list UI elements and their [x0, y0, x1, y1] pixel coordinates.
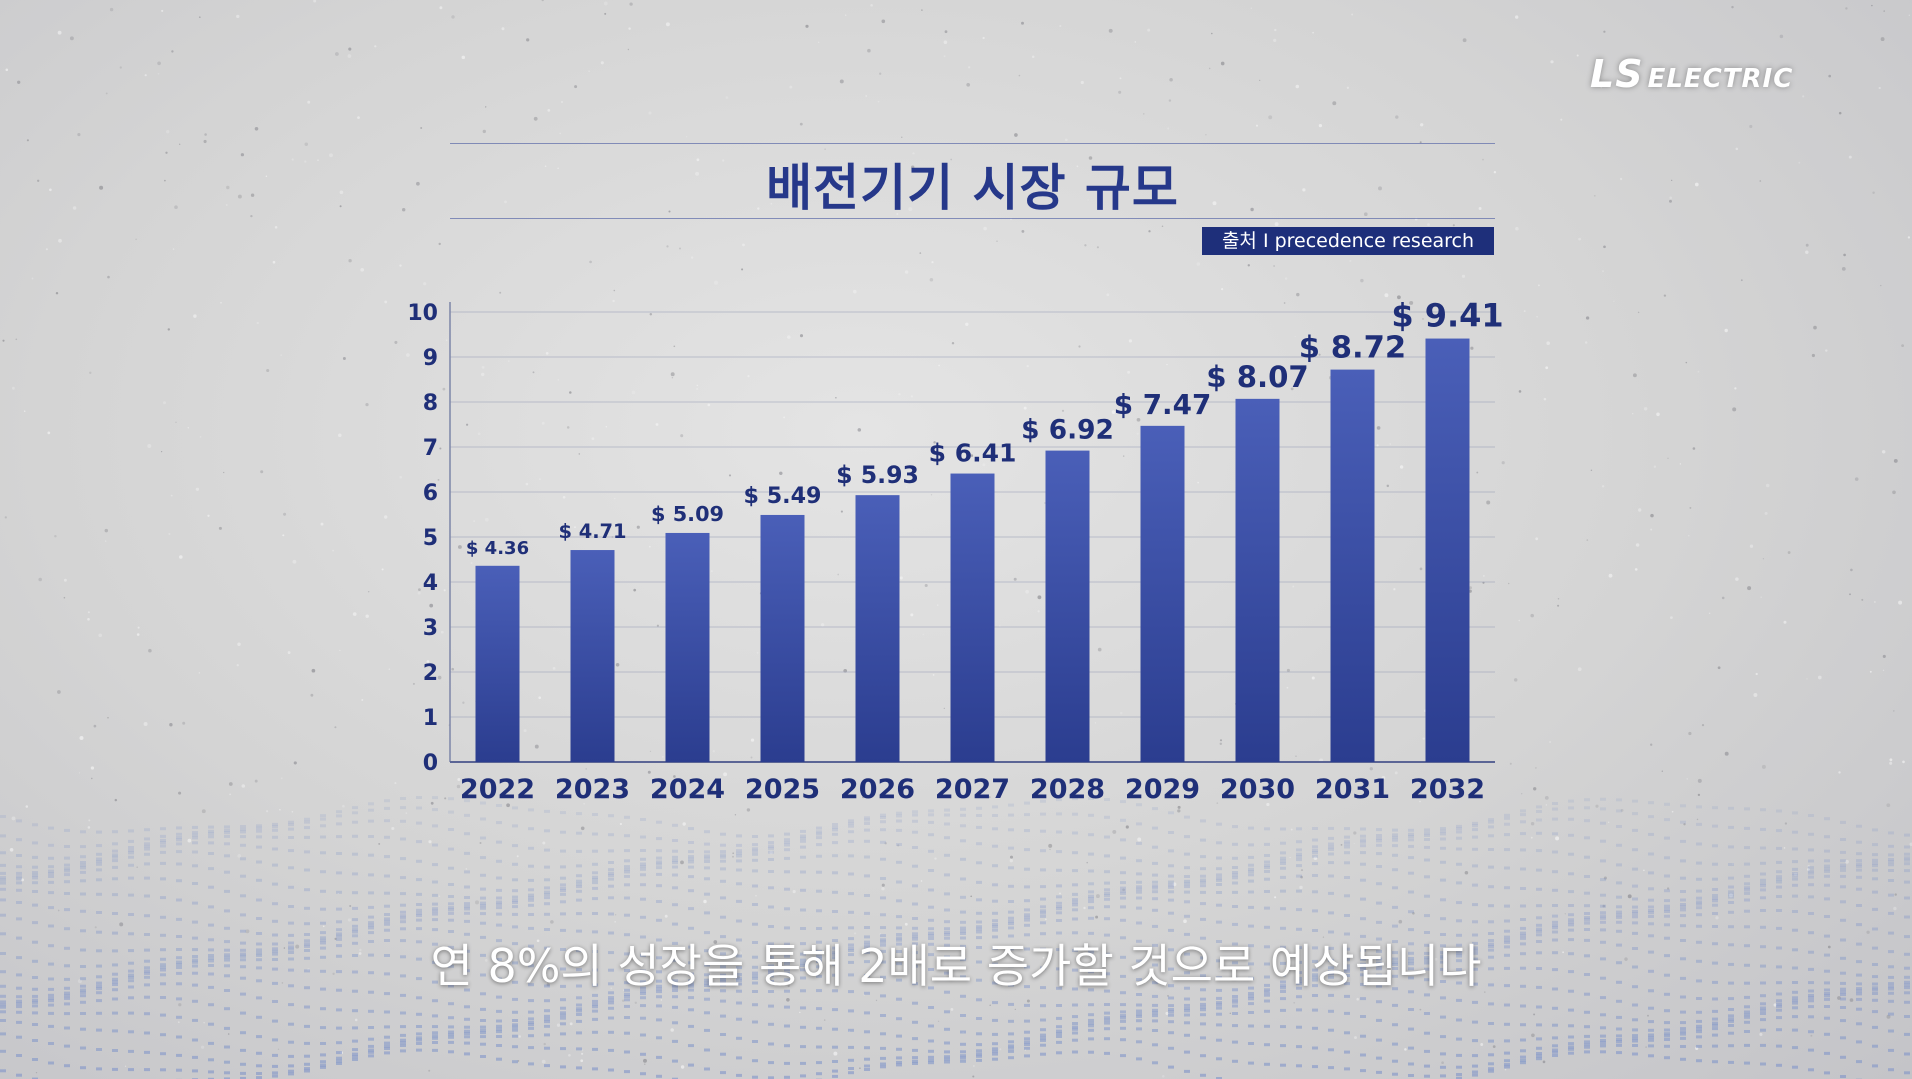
x-tick-label: 2029: [1125, 774, 1200, 805]
y-tick-label: 1: [423, 706, 438, 731]
bar-2025: [760, 514, 805, 762]
data-label: $ 5.93: [836, 461, 919, 489]
x-tick-label: 2024: [650, 774, 725, 805]
x-tick-label: 2028: [1030, 774, 1105, 805]
ls-electric-logo: LS ELECTRIC: [1590, 52, 1793, 96]
bar-2024: [665, 532, 710, 762]
y-tick-label: 0: [423, 751, 438, 776]
data-label: $ 5.09: [651, 502, 724, 526]
data-label: $ 5.49: [744, 483, 822, 509]
x-tick-label: 2023: [555, 774, 630, 805]
bar-2029: [1140, 425, 1185, 762]
data-label: $ 4.36: [466, 538, 529, 559]
title-top-rule: [450, 143, 1495, 144]
data-label: $ 8.72: [1299, 331, 1406, 366]
chart-title: 배전기기 시장 규모: [766, 159, 1179, 217]
title-bottom-rule: [450, 218, 1495, 219]
y-tick-label: 4: [423, 571, 438, 596]
bar-2027: [950, 473, 995, 762]
data-label: $ 8.07: [1206, 360, 1308, 394]
x-tick-label: 2032: [1410, 774, 1485, 805]
logo-ls-text: LS: [1590, 52, 1644, 96]
y-tick-label: 2: [423, 661, 438, 686]
x-tick-label: 2022: [460, 774, 535, 805]
x-tick-label: 2027: [935, 774, 1010, 805]
data-label: $ 4.71: [558, 520, 626, 543]
bar-2022: [475, 565, 520, 762]
data-label: $ 7.47: [1114, 388, 1212, 421]
y-tick-label: 3: [423, 616, 438, 641]
data-label: $ 6.41: [929, 439, 1017, 468]
bar-2028: [1045, 450, 1090, 762]
bar-2023: [570, 550, 615, 762]
bar-2030: [1235, 398, 1280, 762]
x-tick-label: 2031: [1315, 774, 1390, 805]
bar-2032: [1425, 338, 1470, 762]
y-tick-label: 5: [423, 526, 438, 551]
x-tick-label: 2030: [1220, 774, 1295, 805]
bar-2031: [1330, 369, 1375, 762]
y-tick-label: 9: [423, 346, 438, 371]
data-label: $ 9.41: [1391, 297, 1503, 335]
y-tick-label: 8: [423, 391, 438, 416]
y-tick-label: 7: [423, 436, 438, 461]
x-tick-label: 2025: [745, 774, 820, 805]
x-tick-label: 2026: [840, 774, 915, 805]
bar-2026: [855, 495, 900, 762]
logo-electric-text: ELECTRIC: [1647, 64, 1794, 94]
data-label: $ 6.92: [1021, 415, 1114, 446]
subtitle-caption: 연 8%의 성장을 통해 2배로 증가할 것으로 예상됩니다: [430, 939, 1482, 993]
y-tick-label: 10: [407, 301, 438, 326]
source-badge: 출처 I precedence research: [1202, 227, 1494, 255]
y-tick-label: 6: [423, 481, 438, 506]
